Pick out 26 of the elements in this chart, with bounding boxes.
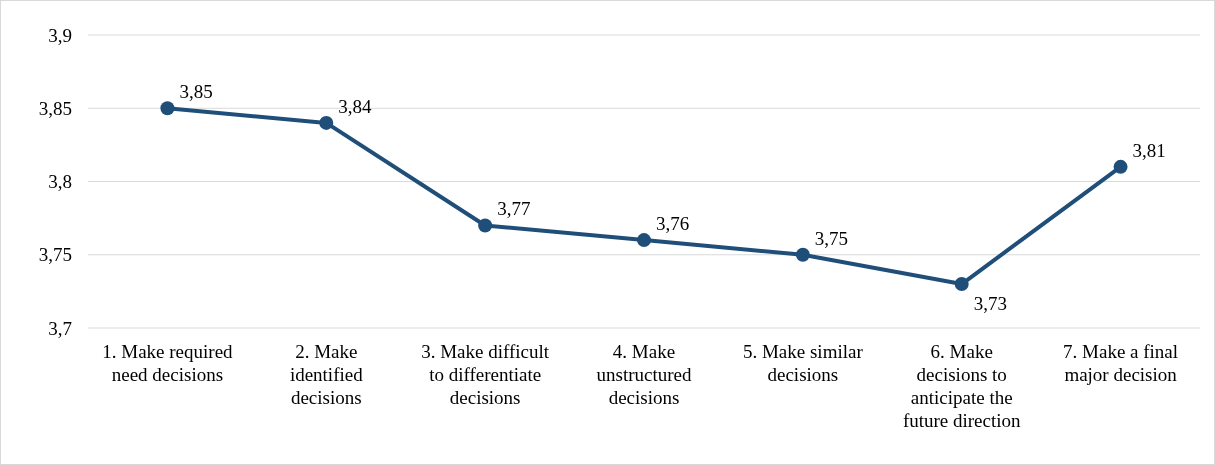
x-tick-label: 4. Make unstructured decisions (596, 341, 692, 408)
point (1113, 159, 1128, 174)
data-label: 3,81 (1132, 139, 1166, 161)
y-tick-label: 3,8 (48, 171, 72, 193)
y-tick-label: 3,75 (38, 244, 72, 266)
x-tick-label: 5. Make similar decisions (742, 341, 864, 385)
data-label: 3,85 (179, 81, 213, 103)
x-tick-label: 6. Make decisions to anticipate the future direction (902, 341, 1022, 431)
y-tick-label: 3,7 (48, 317, 72, 339)
data-label: 3,76 (656, 213, 690, 235)
point (795, 247, 810, 262)
x-tick-label: 7. Make a final major decision (1063, 341, 1179, 385)
y-tick-label: 3,9 (48, 24, 72, 46)
point (954, 277, 969, 292)
point (637, 233, 651, 248)
data-label: 3,75 (814, 227, 849, 249)
point (478, 218, 493, 233)
x-tick-label: 3. Make difficult to differentiate decisions (421, 341, 550, 408)
data-label: 3,84 (338, 95, 373, 117)
point (160, 101, 175, 116)
y-tick-label: 3,85 (38, 97, 72, 119)
data-label: 3,73 (973, 293, 1007, 315)
data-label: 3,77 (497, 198, 531, 220)
point (319, 115, 334, 130)
x-tick-label: 1. Make required need decisions (102, 341, 234, 385)
x-tick-label: 2. Make identified decisions (289, 341, 364, 408)
